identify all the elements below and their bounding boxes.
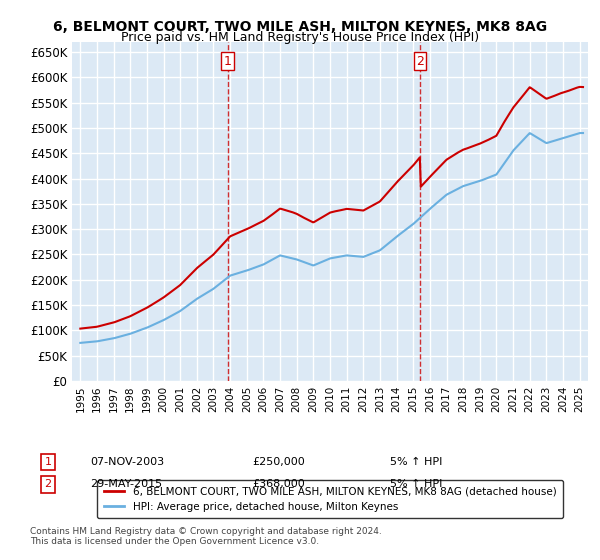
Text: 29-MAY-2015: 29-MAY-2015 <box>90 479 162 489</box>
Text: 6, BELMONT COURT, TWO MILE ASH, MILTON KEYNES, MK8 8AG: 6, BELMONT COURT, TWO MILE ASH, MILTON K… <box>53 20 547 34</box>
Text: £250,000: £250,000 <box>252 457 305 467</box>
Text: 1: 1 <box>44 457 52 467</box>
Legend: 6, BELMONT COURT, TWO MILE ASH, MILTON KEYNES, MK8 8AG (detached house), HPI: Av: 6, BELMONT COURT, TWO MILE ASH, MILTON K… <box>97 480 563 518</box>
Text: 5% ↑ HPI: 5% ↑ HPI <box>390 479 442 489</box>
Text: 1: 1 <box>224 55 232 68</box>
Text: Price paid vs. HM Land Registry's House Price Index (HPI): Price paid vs. HM Land Registry's House … <box>121 31 479 44</box>
Text: 5% ↑ HPI: 5% ↑ HPI <box>390 457 442 467</box>
Text: 2: 2 <box>416 55 424 68</box>
Text: £368,000: £368,000 <box>252 479 305 489</box>
Text: 07-NOV-2003: 07-NOV-2003 <box>90 457 164 467</box>
Text: 2: 2 <box>44 479 52 489</box>
Text: Contains HM Land Registry data © Crown copyright and database right 2024.
This d: Contains HM Land Registry data © Crown c… <box>30 526 382 546</box>
